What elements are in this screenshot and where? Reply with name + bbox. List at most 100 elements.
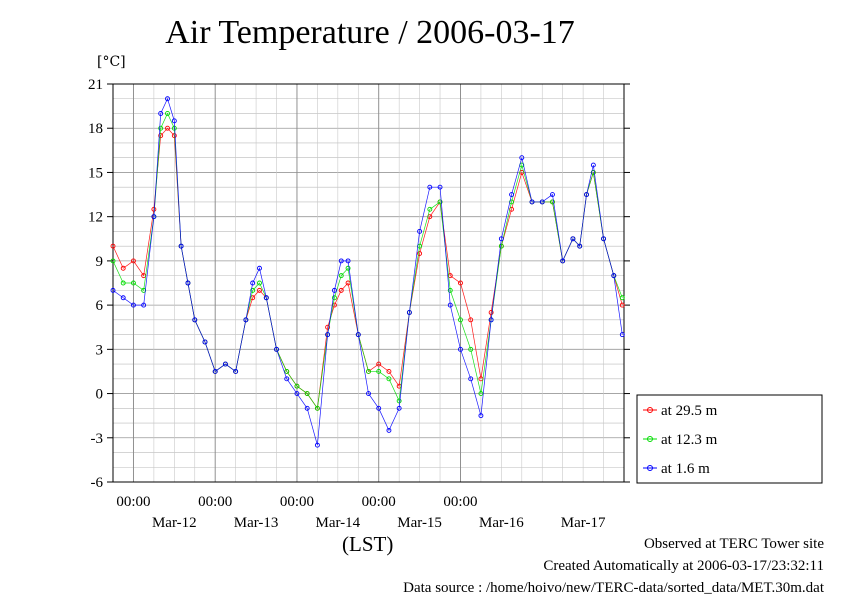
data-point (274, 346, 279, 352)
legend-label: at 1.6 m (661, 461, 710, 477)
data-point (151, 214, 157, 220)
data-point (151, 206, 157, 212)
data-point (386, 376, 392, 382)
date-label: Mar-16 (479, 515, 524, 531)
data-point (257, 280, 262, 286)
data-point (202, 339, 208, 345)
data-point (417, 228, 423, 234)
data-point (550, 199, 555, 205)
date-label: Mar-12 (152, 515, 197, 531)
data-point (437, 184, 443, 190)
x-tick-label: 00:00 (116, 494, 150, 510)
data-point (550, 192, 555, 198)
data-point (212, 368, 218, 374)
plot-area (113, 84, 624, 482)
data-point (120, 280, 126, 286)
y-tick-label: -3 (91, 431, 104, 447)
date-label: Mar-13 (234, 515, 279, 531)
data-point (396, 405, 402, 411)
data-point (468, 376, 474, 382)
legend-box (636, 394, 823, 484)
data-point (478, 391, 484, 397)
data-point (141, 302, 147, 308)
data-point (120, 265, 126, 271)
x-tick-label: 00:00 (280, 494, 314, 510)
chart-title: Air Temperature / 2006-03-17 (165, 14, 575, 51)
y-tick-label: 12 (88, 210, 103, 226)
data-point (345, 258, 351, 264)
data-point (376, 361, 382, 367)
data-point (468, 346, 474, 352)
data-point (601, 236, 607, 242)
data-point (130, 302, 136, 308)
data-point (488, 310, 494, 315)
data-point (233, 368, 239, 374)
data-point (263, 295, 269, 301)
data-point (325, 324, 331, 330)
data-point (560, 258, 566, 264)
data-point (338, 258, 344, 264)
data-point (488, 317, 494, 323)
legend-swatch-marker (647, 436, 653, 442)
data-point (257, 287, 262, 293)
data-point (478, 413, 484, 419)
plot-frame (112, 83, 625, 483)
data-point (338, 273, 344, 279)
y-tick-label: 18 (88, 121, 103, 137)
data-point (120, 295, 126, 301)
x-tick-label: 00:00 (362, 494, 396, 510)
data-point (178, 243, 184, 249)
data-point (304, 405, 310, 411)
data-point (376, 405, 382, 411)
data-point (437, 199, 443, 205)
data-point (331, 287, 337, 293)
data-point (165, 111, 170, 116)
data-point (250, 287, 256, 293)
data-point (110, 258, 116, 264)
data-point (417, 251, 423, 256)
data-point (158, 133, 164, 139)
data-point (338, 287, 344, 293)
data-point (366, 368, 371, 374)
x-axis-label: (LST) (342, 532, 394, 556)
data-point (366, 391, 371, 397)
data-point (427, 206, 433, 212)
data-point (590, 162, 596, 168)
data-point (619, 295, 625, 301)
data-point (611, 273, 617, 279)
data-point (165, 96, 170, 102)
data-point (509, 192, 515, 198)
data-point (192, 317, 198, 323)
data-point (386, 427, 392, 433)
data-point (165, 125, 170, 131)
y-tick-label: -6 (91, 475, 104, 491)
data-point (427, 184, 433, 190)
data-point (284, 368, 290, 374)
data-point (355, 332, 361, 338)
data-point (158, 111, 164, 116)
footer-observed: Observed at TERC Tower site (643, 536, 824, 552)
y-tick-label: 3 (96, 342, 104, 358)
data-point (243, 317, 249, 323)
data-point (619, 332, 625, 338)
data-point (447, 302, 453, 308)
data-point (447, 287, 453, 293)
data-point (519, 155, 525, 161)
data-point (185, 280, 191, 286)
data-point (314, 405, 320, 411)
data-point (294, 391, 300, 397)
data-point (376, 368, 382, 374)
footer-created: Created Automatically at 2006-03-17/23:3… (543, 558, 824, 574)
data-point (314, 442, 320, 448)
legend-swatch-marker (647, 465, 653, 471)
data-point (406, 310, 412, 315)
footer-source: Data source : /home/hoivo/new/TERC-data/… (403, 580, 824, 596)
data-point (158, 125, 164, 131)
data-point (257, 265, 262, 271)
y-tick-label: 9 (96, 254, 104, 270)
data-point (284, 376, 290, 382)
data-point (222, 361, 228, 367)
data-point (570, 236, 576, 242)
data-point (130, 280, 136, 286)
